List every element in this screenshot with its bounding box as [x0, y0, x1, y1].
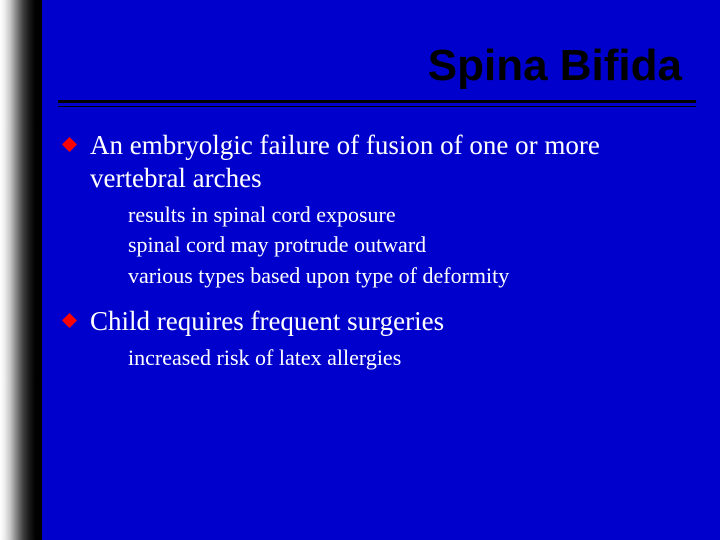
- slide-title: Spina Bifida: [58, 44, 696, 88]
- sub-bullet-group: increased risk of latex allergies: [62, 344, 696, 372]
- slide-main: Spina Bifida An embryolgic failure of fu…: [42, 0, 720, 540]
- bullet-l2: spinal cord may protrude outward: [106, 231, 696, 259]
- bullet-l2-text: results in spinal cord exposure: [128, 201, 396, 229]
- slide-body: An embryolgic failure of fusion of one o…: [58, 107, 696, 372]
- dot-icon: [106, 231, 128, 240]
- bullet-l2-text: spinal cord may protrude outward: [128, 231, 426, 259]
- bullet-l2: increased risk of latex allergies: [106, 344, 696, 372]
- bullet-l1: An embryolgic failure of fusion of one o…: [62, 129, 696, 195]
- diamond-icon: [62, 305, 90, 328]
- diamond-icon: [62, 129, 90, 152]
- bullet-l2-text: various types based upon type of deformi…: [128, 262, 509, 290]
- bullet-l1-text: An embryolgic failure of fusion of one o…: [90, 129, 696, 195]
- title-area: Spina Bifida: [58, 0, 696, 107]
- bullet-l2: results in spinal cord exposure: [106, 201, 696, 229]
- dot-icon: [106, 344, 128, 353]
- gradient-sidebar: [0, 0, 42, 540]
- dot-icon: [106, 262, 128, 271]
- bullet-l1: Child requires frequent surgeries: [62, 305, 696, 338]
- bullet-l2-text: increased risk of latex allergies: [128, 344, 401, 372]
- bullet-l1-text: Child requires frequent surgeries: [90, 305, 444, 338]
- title-rule-thick: [58, 100, 696, 103]
- bullet-l2: various types based upon type of deformi…: [106, 262, 696, 290]
- dot-icon: [106, 201, 128, 210]
- sub-bullet-group: results in spinal cord exposure spinal c…: [62, 201, 696, 290]
